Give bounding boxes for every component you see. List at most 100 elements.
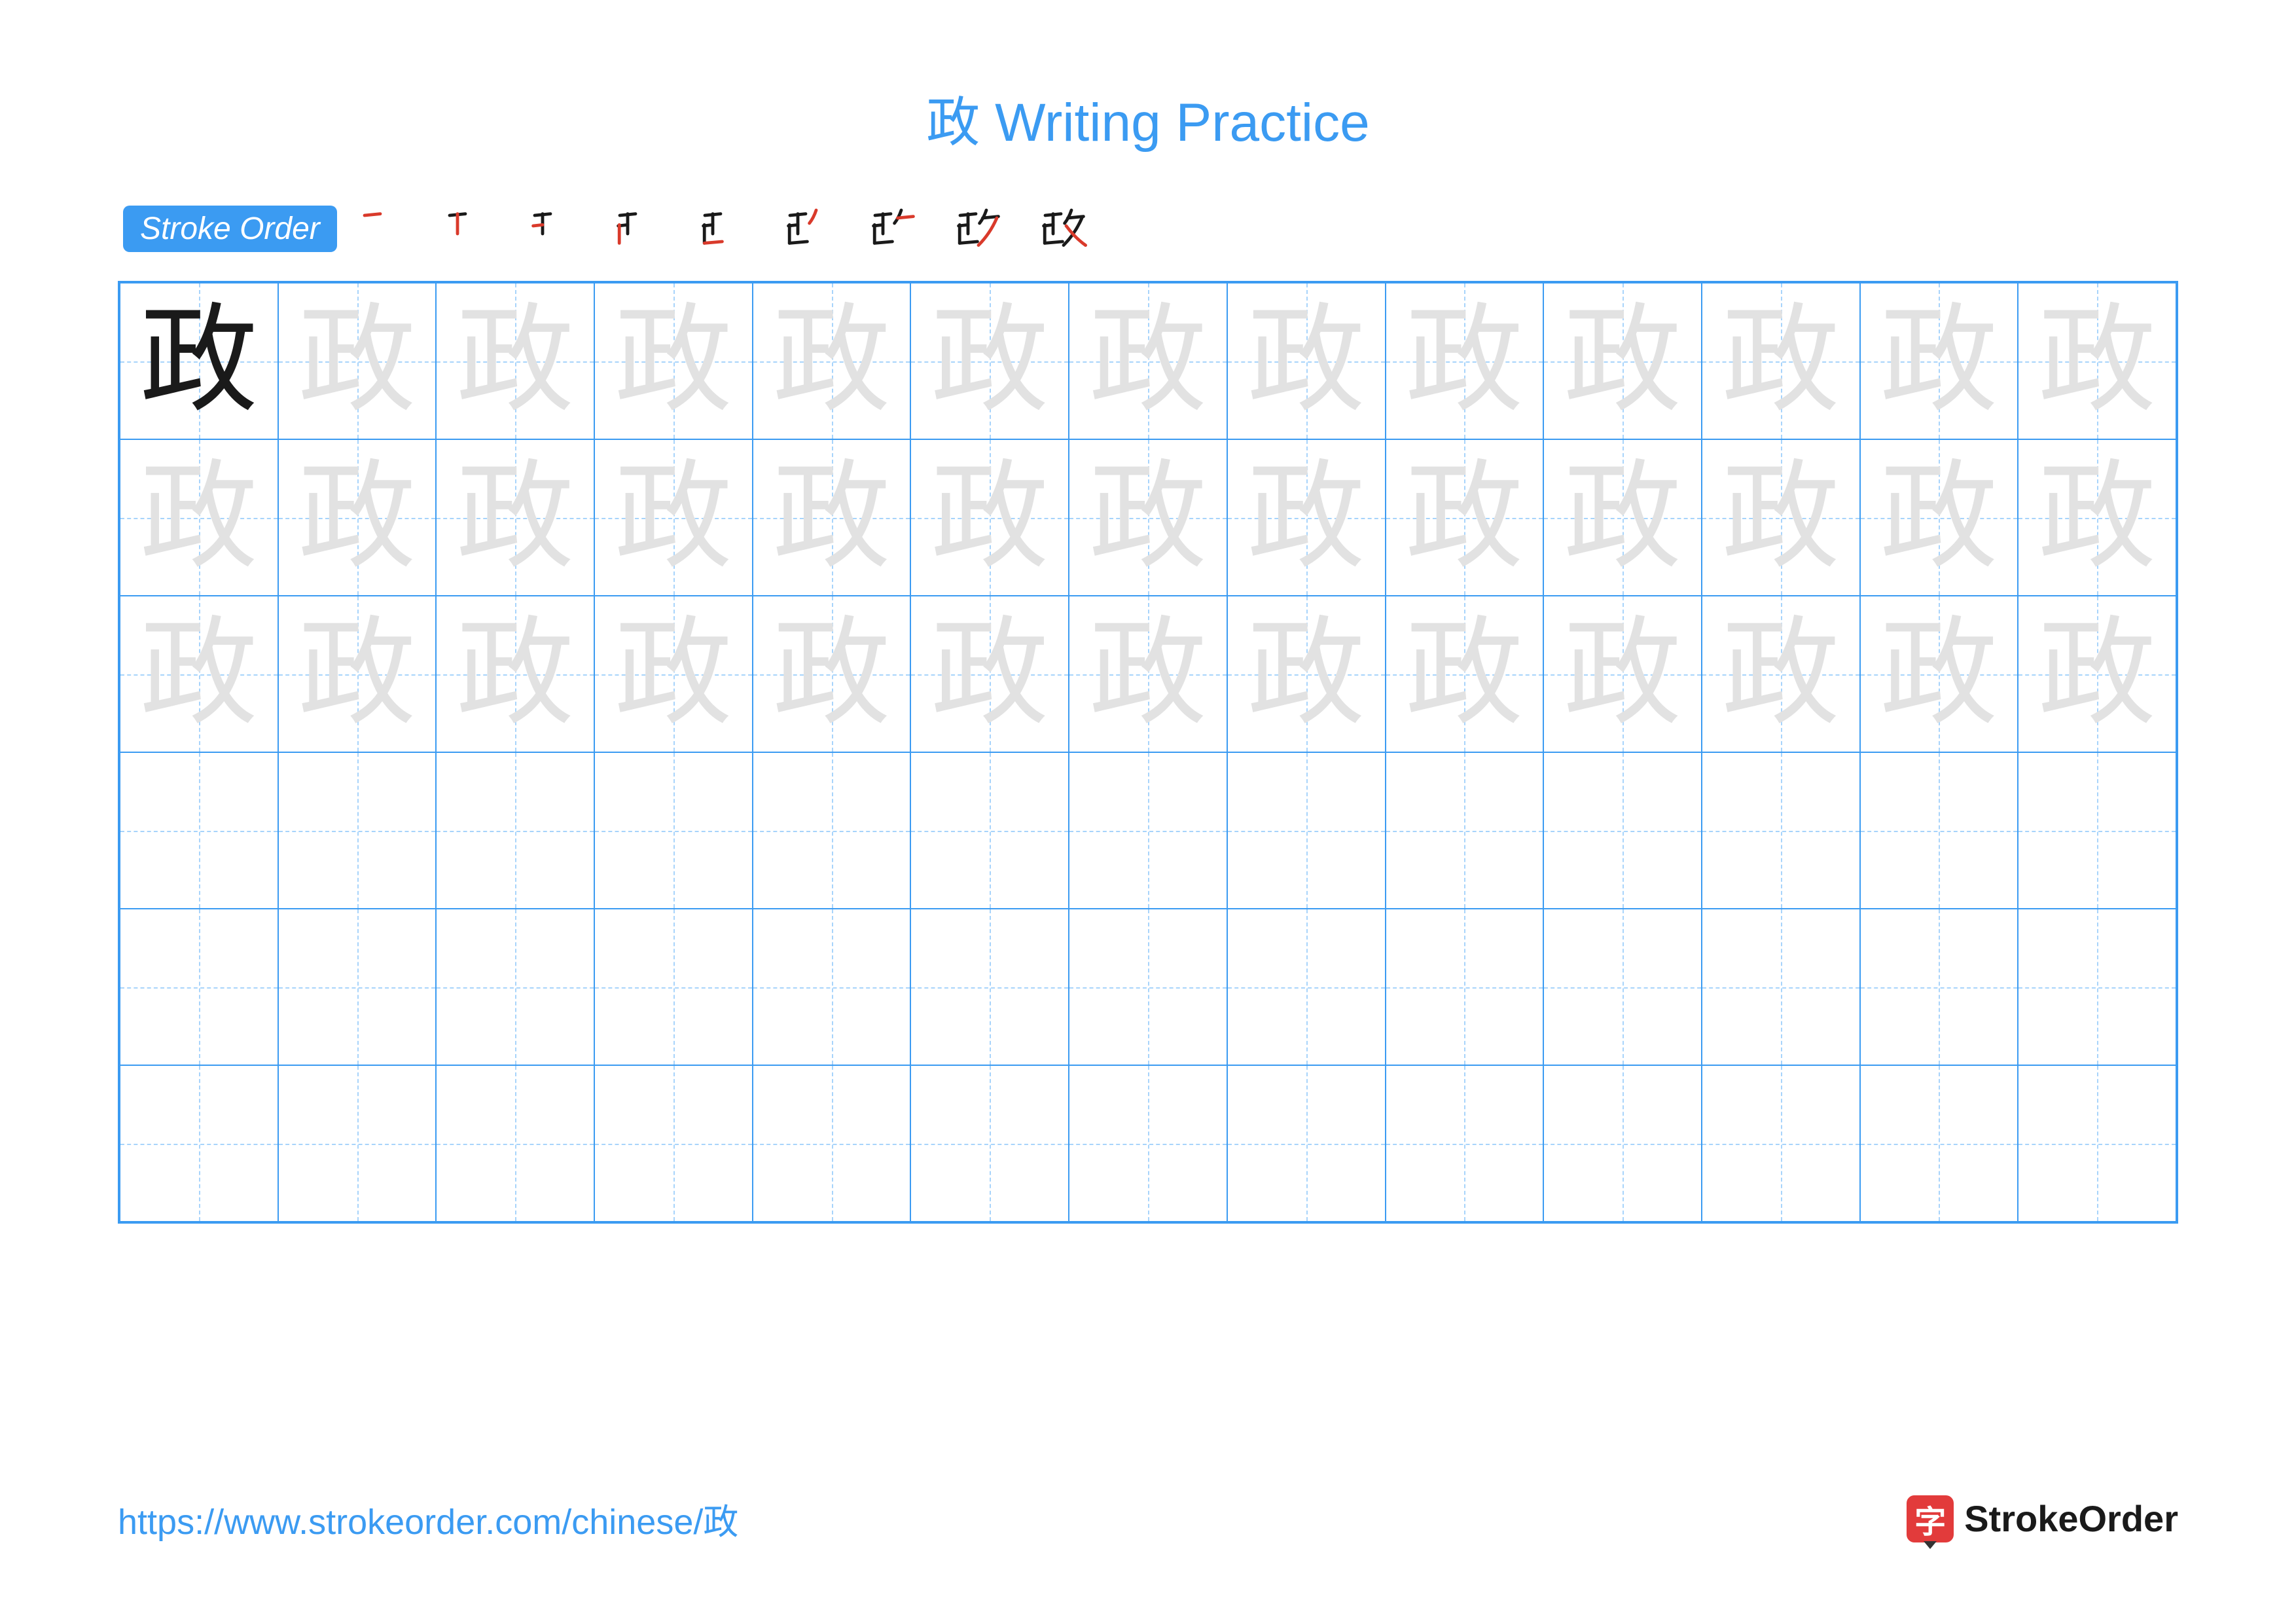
stroke-step-1 (357, 202, 409, 255)
stroke-step-9 (1037, 202, 1090, 255)
trace-character: 政 (298, 615, 416, 733)
grid-cell: 政 (594, 283, 753, 439)
grid-cell (436, 1065, 594, 1222)
grid-cell (436, 909, 594, 1065)
grid-cell (278, 752, 437, 909)
grid-cell: 政 (120, 596, 278, 752)
grid-cell: 政 (436, 596, 594, 752)
trace-character: 政 (140, 459, 258, 577)
grid-cell: 政 (1069, 283, 1227, 439)
grid-cell: 政 (1227, 596, 1386, 752)
trace-character: 政 (2038, 615, 2156, 733)
grid-cell (2018, 752, 2176, 909)
trace-character: 政 (1405, 615, 1523, 733)
stroke-step-3 (527, 202, 579, 255)
grid-cell (1227, 1065, 1386, 1222)
grid-cell: 政 (910, 283, 1069, 439)
trace-character: 政 (773, 302, 891, 420)
grid-cell: 政 (1702, 283, 1860, 439)
trace-character: 政 (1880, 302, 1998, 420)
grid-cell (910, 909, 1069, 1065)
grid-cell (1069, 752, 1227, 909)
model-character: 政 (140, 302, 258, 420)
grid-cell: 政 (1069, 596, 1227, 752)
trace-character: 政 (773, 459, 891, 577)
grid-cell (1702, 752, 1860, 909)
grid-cell: 政 (1227, 283, 1386, 439)
trace-character: 政 (615, 302, 732, 420)
grid-cell (753, 909, 911, 1065)
trace-character: 政 (298, 302, 416, 420)
trace-character: 政 (1564, 459, 1681, 577)
grid-cell: 政 (278, 439, 437, 596)
stroke-order-badge: Stroke Order (123, 206, 337, 252)
logo-icon: 字 (1907, 1495, 1954, 1542)
grid-cell (594, 752, 753, 909)
grid-cell (1386, 909, 1544, 1065)
grid-cell (753, 1065, 911, 1222)
trace-character: 政 (1564, 615, 1681, 733)
grid-cell: 政 (1543, 596, 1702, 752)
grid-cell (120, 1065, 278, 1222)
grid-cell (1069, 909, 1227, 1065)
trace-character: 政 (1880, 615, 1998, 733)
grid-cell: 政 (1227, 439, 1386, 596)
grid-cell: 政 (1860, 439, 2018, 596)
grid-cell: 政 (436, 439, 594, 596)
grid-cell: 政 (2018, 283, 2176, 439)
grid-cell (1386, 1065, 1544, 1222)
trace-character: 政 (931, 615, 1049, 733)
grid-cell: 政 (753, 283, 911, 439)
grid-cell: 政 (1543, 439, 1702, 596)
trace-character: 政 (1089, 302, 1207, 420)
grid-cell (910, 1065, 1069, 1222)
grid-cell (120, 909, 278, 1065)
grid-cell (594, 909, 753, 1065)
grid-cell (1543, 1065, 1702, 1222)
logo: 字 StrokeOrder (1907, 1495, 2178, 1542)
trace-character: 政 (1405, 302, 1523, 420)
grid-cell (1227, 909, 1386, 1065)
grid-cell (1386, 752, 1544, 909)
grid-cell: 政 (594, 596, 753, 752)
trace-character: 政 (1722, 302, 1840, 420)
trace-character: 政 (456, 615, 574, 733)
grid-cell (2018, 909, 2176, 1065)
grid-cell (1543, 909, 1702, 1065)
grid-cell: 政 (910, 596, 1069, 752)
source-url[interactable]: https://www.strokeorder.com/chinese/政 (118, 1493, 738, 1544)
stroke-step-8 (952, 202, 1005, 255)
grid-cell (753, 752, 911, 909)
grid-cell (594, 1065, 753, 1222)
trace-character: 政 (1247, 302, 1365, 420)
trace-character: 政 (1247, 615, 1365, 733)
grid-cell: 政 (1702, 439, 1860, 596)
stroke-order-row: Stroke Order (118, 202, 2178, 255)
grid-cell (1543, 752, 1702, 909)
grid-cell: 政 (2018, 439, 2176, 596)
grid-cell: 政 (753, 439, 911, 596)
trace-character: 政 (1247, 459, 1365, 577)
page-title: 政 Writing Practice (118, 79, 2178, 156)
trace-character: 政 (931, 459, 1049, 577)
grid-cell (1860, 752, 2018, 909)
grid-cell (278, 909, 437, 1065)
grid-cell: 政 (910, 439, 1069, 596)
grid-cell (2018, 1065, 2176, 1222)
footer: https://www.strokeorder.com/chinese/政 字 … (118, 1493, 2178, 1544)
stroke-step-4 (612, 202, 664, 255)
grid-cell (436, 752, 594, 909)
grid-cell: 政 (2018, 596, 2176, 752)
trace-character: 政 (1880, 459, 1998, 577)
trace-character: 政 (615, 615, 732, 733)
stroke-step-6 (782, 202, 834, 255)
grid-cell: 政 (1386, 596, 1544, 752)
grid-cell: 政 (1543, 283, 1702, 439)
title-text: Writing Practice (995, 93, 1370, 153)
trace-character: 政 (456, 459, 574, 577)
grid-cell: 政 (278, 596, 437, 752)
grid-cell: 政 (594, 439, 753, 596)
grid-cell: 政 (1702, 596, 1860, 752)
trace-character: 政 (931, 302, 1049, 420)
trace-character: 政 (615, 459, 732, 577)
